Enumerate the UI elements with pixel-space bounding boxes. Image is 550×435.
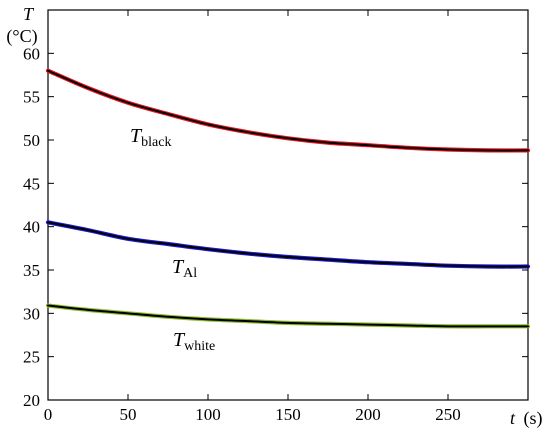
x-tick-label: 200	[355, 405, 381, 424]
x-tick-label: 150	[275, 405, 301, 424]
curve-label-black: Tblack	[130, 125, 171, 150]
y-tick-label: 50	[23, 131, 40, 150]
y-tick-label: 60	[23, 44, 40, 63]
plot-frame	[47, 9, 529, 401]
x-tick-label: 0	[44, 405, 53, 424]
y-tick-label: 30	[23, 304, 40, 323]
fit-line-black	[47, 69, 529, 152]
fit-line-al	[47, 221, 529, 268]
y-axis-symbol: T	[23, 4, 35, 24]
y-axis-ticks: 20 25 30 35 40 45 50 55 60	[23, 44, 528, 410]
measured-line-al	[45, 220, 531, 269]
x-axis-title: t (s)	[510, 408, 543, 429]
y-tick-label: 35	[23, 261, 40, 280]
y-tick-label: 45	[23, 174, 40, 193]
x-tick-label: 50	[120, 405, 137, 424]
curve-label-white: Twhite	[173, 329, 215, 354]
data-lines	[45, 68, 531, 329]
x-tick-label: 250	[435, 405, 461, 424]
y-tick-label: 55	[23, 88, 40, 107]
fit-line-white	[47, 304, 529, 328]
curve-label-al: TAl	[172, 256, 197, 281]
x-axis-ticks: 0 50 100 150 200 250	[44, 10, 461, 424]
y-tick-label: 20	[23, 391, 40, 410]
y-tick-label: 40	[23, 218, 40, 237]
y-axis-unit: (°C)	[6, 26, 37, 47]
x-tick-label: 100	[195, 405, 221, 424]
y-tick-label: 25	[23, 348, 40, 367]
